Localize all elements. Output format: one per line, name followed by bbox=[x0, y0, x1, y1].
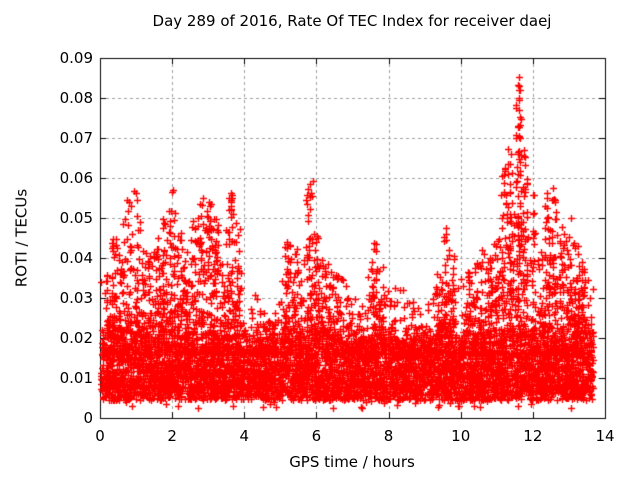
chart-title: Day 289 of 2016, Rate Of TEC Index for r… bbox=[152, 12, 552, 30]
y-tick-label: 0.04 bbox=[59, 249, 93, 267]
x-tick-label: 8 bbox=[383, 427, 394, 445]
x-tick-label: 10 bbox=[451, 427, 471, 445]
y-tick-label: 0.05 bbox=[59, 209, 93, 227]
x-tick-label: 14 bbox=[595, 427, 615, 445]
y-tick-label: 0.07 bbox=[59, 129, 93, 147]
x-tick-label: 6 bbox=[311, 427, 322, 445]
y-tick-label: 0.01 bbox=[59, 369, 93, 387]
x-tick-label: 0 bbox=[95, 427, 105, 445]
y-tick-label: 0.08 bbox=[59, 89, 93, 107]
y-tick-label: 0.03 bbox=[59, 289, 93, 307]
x-tick-label: 2 bbox=[167, 427, 177, 445]
y-axis-label: ROTI / TECUs bbox=[12, 188, 31, 288]
x-tick-label: 4 bbox=[239, 427, 250, 445]
y-tick-label: 0.06 bbox=[59, 169, 93, 187]
y-tick-label: 0 bbox=[83, 409, 93, 427]
x-tick-label: 12 bbox=[523, 427, 543, 445]
y-tick-label: 0.02 bbox=[59, 329, 93, 347]
y-tick-label: 0.09 bbox=[59, 49, 93, 67]
x-axis-label: GPS time / hours bbox=[289, 453, 415, 471]
